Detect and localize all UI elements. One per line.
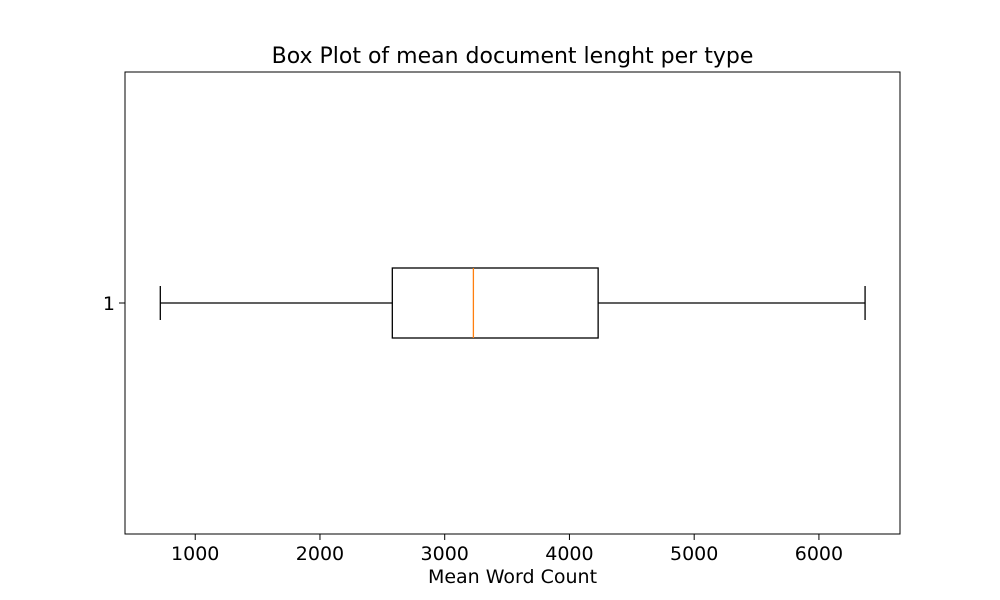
boxes-layer [159, 267, 866, 339]
x-tick-label: 5000 [670, 543, 718, 565]
iqr-box [391, 267, 599, 339]
y-axis: 1 [103, 293, 125, 315]
y-tick-label: 1 [103, 293, 115, 315]
x-axis-label: Mean Word Count [428, 566, 597, 588]
x-tick-label: 4000 [545, 543, 593, 565]
x-tick-label: 1000 [171, 543, 219, 565]
x-axis: 1000 2000 3000 4000 5000 6000 [171, 534, 843, 565]
x-tick-label: 2000 [296, 543, 344, 565]
x-tick-label: 3000 [421, 543, 469, 565]
x-tick-label: 6000 [795, 543, 843, 565]
chart-title: Box Plot of mean document lenght per typ… [272, 44, 754, 69]
box-series-1 [159, 267, 866, 339]
